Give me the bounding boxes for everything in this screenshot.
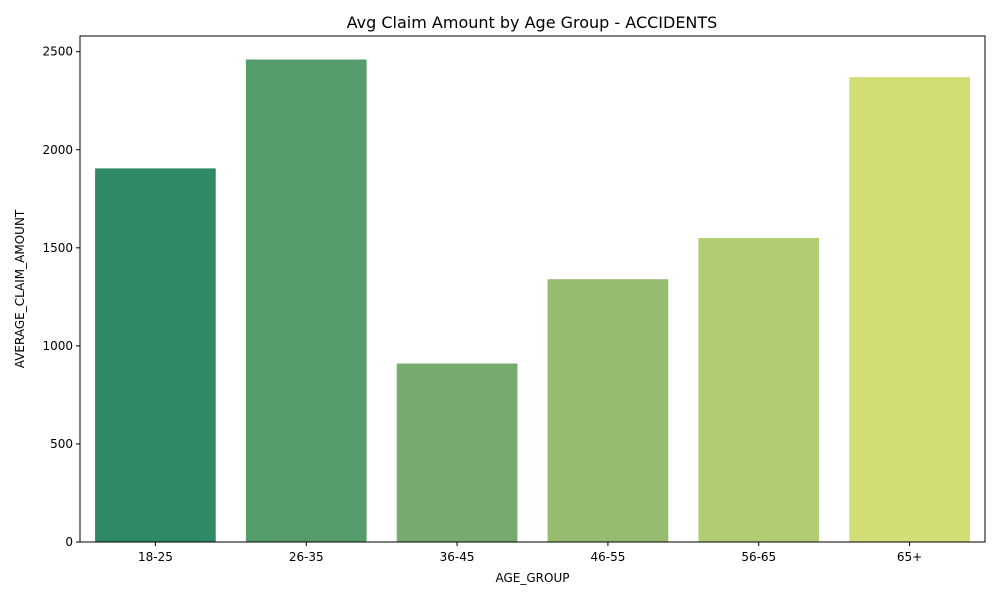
y-axis-label: AVERAGE_CLAIM_AMOUNT: [13, 209, 27, 368]
y-tick-label: 0: [65, 535, 73, 549]
bar-46-55: [547, 279, 669, 542]
x-tick-label: 26-35: [289, 550, 324, 564]
bar-26-35: [245, 59, 367, 543]
y-tick-label: 1500: [42, 241, 73, 255]
x-tick-label: 65+: [897, 550, 922, 564]
x-axis-ticks: 18-25 26-35 36-45 46-55 56-65 65+: [138, 542, 922, 564]
x-tick-label: 18-25: [138, 550, 173, 564]
bars-group: [95, 59, 970, 543]
bar-36-45: [396, 363, 518, 542]
y-tick-label: 500: [50, 437, 73, 451]
y-tick-label: 1000: [42, 339, 73, 353]
chart-title: Avg Claim Amount by Age Group - ACCIDENT…: [347, 13, 718, 32]
y-tick-label: 2500: [42, 45, 73, 59]
bar-18-25: [95, 168, 216, 542]
x-tick-label: 56-65: [741, 550, 776, 564]
y-axis-ticks: 0 500 1000 1500 2000 2500: [42, 45, 80, 549]
x-axis-label: AGE_GROUP: [496, 571, 570, 585]
bar-65+: [849, 77, 970, 543]
bar-56-65: [698, 238, 820, 542]
plot-frame: [79, 35, 986, 543]
y-tick-label: 2000: [42, 143, 73, 157]
x-tick-label: 36-45: [440, 550, 475, 564]
x-tick-label: 46-55: [590, 550, 625, 564]
